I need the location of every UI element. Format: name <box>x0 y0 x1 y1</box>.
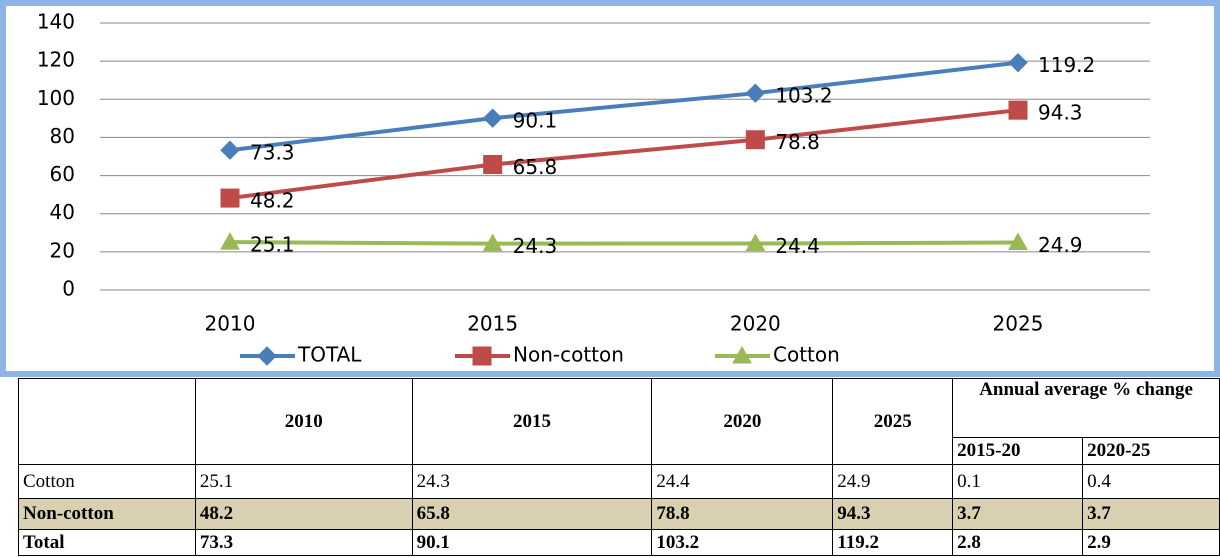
line <box>229 60 1019 153</box>
data-label: 24.9 <box>1038 233 1083 257</box>
table-row: Non-cotton 48.2 65.8 78.8 94.3 3.7 3.7 <box>18 498 1220 530</box>
data-label: 119.2 <box>1038 53 1095 77</box>
column-header: 2015 <box>411 378 653 465</box>
row-label: Non-cotton <box>18 498 196 530</box>
data-label: 24.4 <box>775 234 820 258</box>
table-cell: 103.2 <box>651 529 834 556</box>
data-label: 103.2 <box>775 84 832 108</box>
y-tick-label: 100 <box>37 86 75 110</box>
marker <box>1008 100 1028 120</box>
line <box>229 240 1019 246</box>
data-table: 2010 2015 2020 2025 Annual average % change 2… <box>18 378 1220 556</box>
marker <box>220 188 240 208</box>
marker <box>745 83 766 103</box>
marker <box>220 140 240 160</box>
chart: 0 20 40 60 80 100 120 140 2010 2015 2020 2025 73.3 90… <box>0 0 1220 377</box>
y-tick-label: 120 <box>37 48 75 72</box>
x-tick-label: 2025 <box>993 312 1044 336</box>
row-label: Cotton <box>18 464 196 499</box>
column-header: 2020 <box>651 378 834 465</box>
marker <box>745 233 766 251</box>
data-label: 48.2 <box>250 189 295 213</box>
legend-label: Cotton <box>773 343 840 367</box>
y-tick-label: 140 <box>37 10 75 34</box>
table-cell: 3.7 <box>1082 498 1220 530</box>
table-cell: 48.2 <box>194 498 413 530</box>
data-label: 78.8 <box>775 130 820 154</box>
table-cell: 119.2 <box>832 529 954 556</box>
y-tick-label: 40 <box>50 200 75 224</box>
data-label: 65.8 <box>513 155 558 179</box>
data-label: 94.3 <box>1038 101 1083 125</box>
legend-label: TOTAL <box>297 343 362 367</box>
x-tick-label: 2010 <box>205 312 256 336</box>
y-tick-label: 0 <box>62 277 75 301</box>
table-cell: 94.3 <box>832 498 954 530</box>
table-cell: 2.8 <box>952 529 1084 556</box>
y-tick-label: 80 <box>50 124 75 148</box>
table-cell: 65.8 <box>411 498 653 530</box>
table-cell: 78.8 <box>651 498 834 530</box>
marker <box>483 155 503 175</box>
legend-label: Non-cotton <box>513 343 624 367</box>
marker <box>482 108 503 128</box>
table-cell: 3.7 <box>952 498 1084 530</box>
table-cell: 25.1 <box>194 464 413 499</box>
table-cell: 73.3 <box>194 529 413 556</box>
table-cell: 2.9 <box>1082 529 1220 556</box>
column-header: 2025 <box>832 378 954 465</box>
x-tick-label: 2020 <box>730 312 781 336</box>
x-tick-label: 2015 <box>467 312 518 336</box>
marker <box>1008 232 1028 251</box>
marker <box>482 233 503 252</box>
marker <box>745 130 765 150</box>
table-row: Cotton 25.1 24.3 24.4 24.9 0.1 0.4 <box>18 464 1220 499</box>
group-header: Annual average % change <box>952 378 1220 438</box>
marker <box>472 346 492 366</box>
marker <box>732 345 752 364</box>
table-cell: 0.1 <box>952 464 1084 499</box>
table-cell: 24.4 <box>651 464 834 499</box>
marker <box>220 232 240 250</box>
subcolumn-header: 2020-25 <box>1082 437 1220 465</box>
data-label: 90.1 <box>513 109 558 133</box>
y-tick-label: 20 <box>50 238 75 262</box>
table-row: Total 73.3 90.1 103.2 119.2 2.8 2.9 <box>18 529 1220 556</box>
table-cell: 24.9 <box>832 464 954 499</box>
column-header: 2010 <box>194 378 413 465</box>
line <box>229 108 1019 201</box>
data-label: 73.3 <box>250 141 295 165</box>
corner-cell <box>18 378 196 465</box>
data-label: 24.3 <box>513 234 558 258</box>
header-row: 2010 2015 2020 2025 Annual average % change <box>18 378 1220 465</box>
data-label: 25.1 <box>250 233 295 257</box>
chart-frame <box>0 0 1220 377</box>
row-label: Total <box>18 529 196 556</box>
y-tick-label: 60 <box>50 162 75 186</box>
subheader-row: 2015-20 2020-25 <box>19 437 1220 465</box>
table-cell: 90.1 <box>411 529 653 556</box>
table-cell: 24.3 <box>411 464 653 499</box>
subcolumn-header: 2015-20 <box>952 437 1084 465</box>
table-cell: 0.4 <box>1082 464 1220 499</box>
marker <box>1008 52 1028 73</box>
marker <box>257 346 277 366</box>
